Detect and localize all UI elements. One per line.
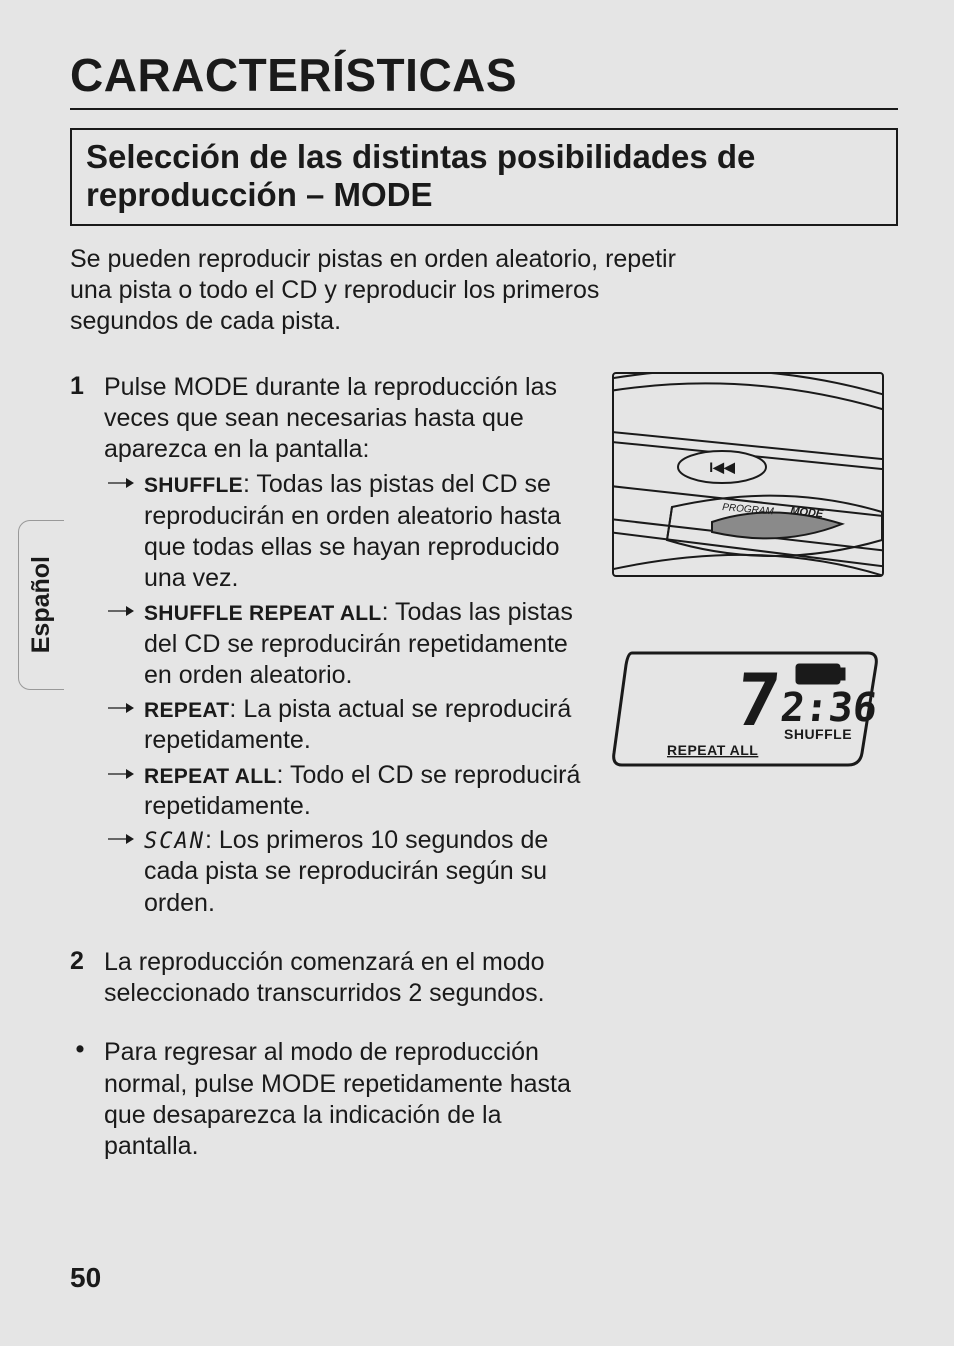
mode-label-scan: SCAN (144, 829, 205, 854)
page-title: CARACTERÍSTICAS (70, 48, 898, 110)
mode-item-repeat-all: REPEAT ALL: Todo el CD se reproducirá re… (104, 760, 592, 823)
page-number: 50 (70, 1262, 101, 1294)
mode-desc: : Los primeros 10 segundos de cada pista… (144, 826, 548, 917)
mode-item-shuffle: SHUFFLE: Todas las pistas del CD se repr… (104, 469, 592, 594)
mode-list: SHUFFLE: Todas las pistas del CD se repr… (104, 469, 592, 919)
mode-label: REPEAT (144, 699, 229, 722)
figure-lcd: 7 2:36 SHUFFLE REPEAT ALL (612, 647, 884, 767)
step-number: 2 (70, 947, 90, 1010)
arrow-icon (108, 477, 134, 489)
step-bullet-text: Para regresar al modo de reproducción no… (104, 1037, 592, 1162)
language-tab: Español (18, 520, 64, 690)
arrow-icon (108, 768, 134, 780)
prev-button-label: I◀◀ (709, 459, 735, 475)
language-label: Español (27, 556, 56, 653)
lcd-track-number: 7 (732, 659, 784, 743)
arrow-icon (108, 605, 134, 617)
section-heading-box: Selección de las distintas posibilidades… (70, 128, 898, 226)
figure-device: I◀◀ PROGRAM MODE (612, 372, 884, 577)
mode-label: REPEAT ALL (144, 765, 277, 788)
lcd-shuffle-label: SHUFFLE (784, 726, 852, 742)
bullet-icon: • (70, 1037, 90, 1162)
step-2: 2 La reproducción comenzará en el modo s… (70, 947, 592, 1010)
intro-paragraph: Se pueden reproducir pistas en orden ale… (70, 244, 710, 338)
arrow-icon (108, 833, 134, 845)
lcd-repeat-all-label: REPEAT ALL (667, 742, 758, 758)
mode-item-shuffle-repeat-all: SHUFFLE REPEAT ALL: Todas las pistas del… (104, 597, 592, 691)
arrow-icon (108, 702, 134, 714)
mode-item-scan: SCAN: Los primeros 10 segundos de cada p… (104, 825, 592, 919)
step-1-lead: Pulse MODE durante la reproducción las v… (104, 373, 557, 464)
lcd-time: 2:36 (778, 685, 879, 731)
step-1: 1 Pulse MODE durante la reproducción las… (70, 372, 592, 919)
mode-item-repeat: REPEAT: La pista actual se reproducirá r… (104, 694, 592, 757)
step-2-text: La reproducción comenzará en el modo sel… (104, 947, 592, 1010)
mode-label: SHUFFLE (144, 474, 243, 497)
mode-label: SHUFFLE REPEAT ALL (144, 602, 382, 625)
step-number: 1 (70, 372, 90, 919)
section-heading: Selección de las distintas posibilidades… (86, 138, 882, 214)
step-bullet: • Para regresar al modo de reproducción … (70, 1037, 592, 1162)
